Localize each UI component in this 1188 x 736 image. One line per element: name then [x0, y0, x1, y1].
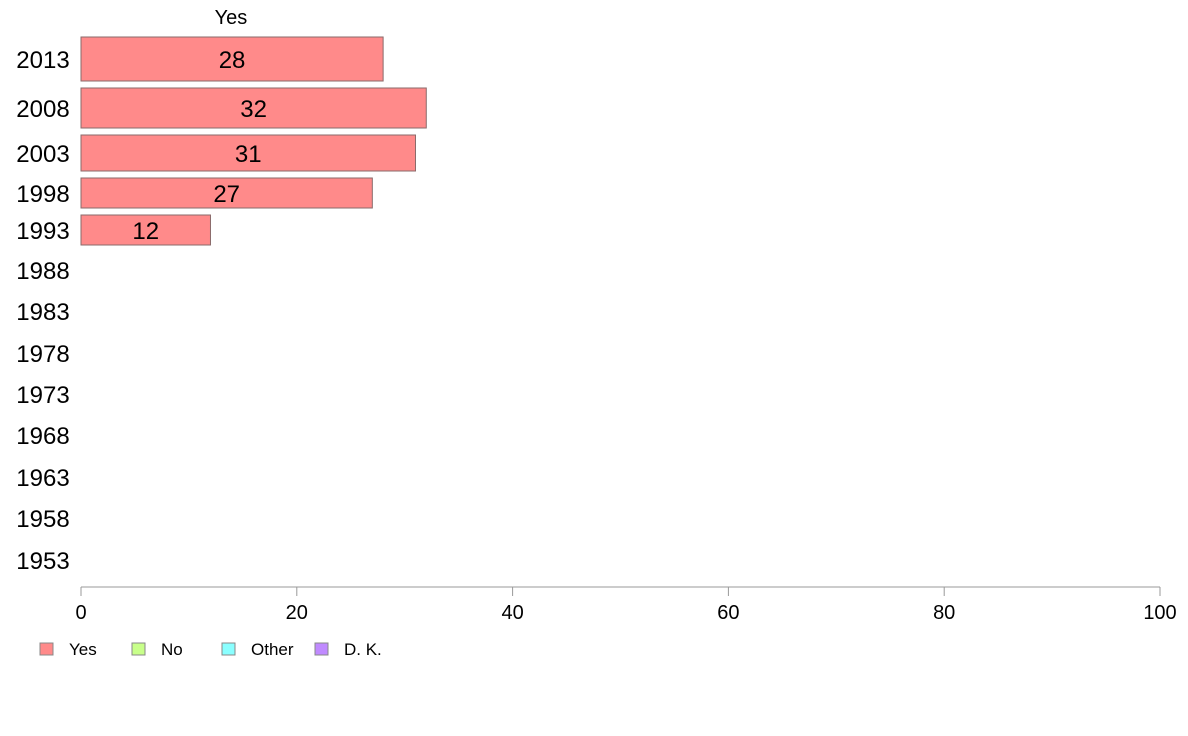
data-label-1993: 12: [132, 218, 159, 245]
year-label-1968: 1968: [16, 423, 69, 450]
column-header-yes: Yes: [215, 7, 248, 29]
year-label-1978: 1978: [16, 341, 69, 368]
data-label-2013: 28: [219, 47, 246, 74]
bar-yes-2013: [80, 36, 384, 82]
bars-layer: 28 32 31 27 12: [80, 36, 427, 246]
year-label-1963: 1963: [16, 465, 69, 492]
legend-label-4: D. K.: [344, 640, 382, 659]
legend-swatch-4: [314, 642, 329, 656]
bar-yes-2008: [80, 87, 427, 129]
year-label-1953: 1953: [16, 548, 69, 575]
legend: Yes No Other D. K.: [39, 640, 382, 659]
x-tick-label-80: 80: [933, 602, 955, 624]
legend-swatch-2: [131, 642, 146, 656]
legend-swatch-3: [221, 642, 236, 656]
data-label-2003: 31: [235, 141, 262, 168]
data-label-1998: 27: [213, 181, 240, 208]
year-label-1998: 1998: [16, 181, 69, 208]
legend-swatch-1: [39, 642, 54, 656]
x-tick-label-20: 20: [286, 602, 308, 624]
year-label-1983: 1983: [16, 299, 69, 326]
legend-label-3: Other: [251, 640, 294, 659]
year-labels: 2013 2008 2003 1998 1993 1988 1983 1978 1973 1968…: [16, 47, 69, 575]
x-tick-label-100: 100: [1143, 602, 1176, 624]
year-label-1993: 1993: [16, 218, 69, 245]
bar-yes-1998: [80, 177, 373, 209]
year-label-2008: 2008: [16, 96, 69, 123]
x-axis: 0 20 40 60 80 100: [75, 586, 1177, 624]
legend-label-1: Yes: [69, 640, 97, 659]
bar-yes-2003: [80, 134, 416, 172]
year-label-1973: 1973: [16, 382, 69, 409]
year-label-2003: 2003: [16, 141, 69, 168]
x-tick-label-40: 40: [501, 602, 523, 624]
year-label-1988: 1988: [16, 258, 69, 285]
x-tick-label-60: 60: [717, 602, 739, 624]
legend-label-2: No: [161, 640, 183, 659]
bar-yes-1993: [80, 214, 211, 246]
x-tick-label-0: 0: [75, 602, 86, 624]
data-label-2008: 32: [240, 96, 267, 123]
year-label-2013: 2013: [16, 47, 69, 74]
year-label-1958: 1958: [16, 506, 69, 533]
